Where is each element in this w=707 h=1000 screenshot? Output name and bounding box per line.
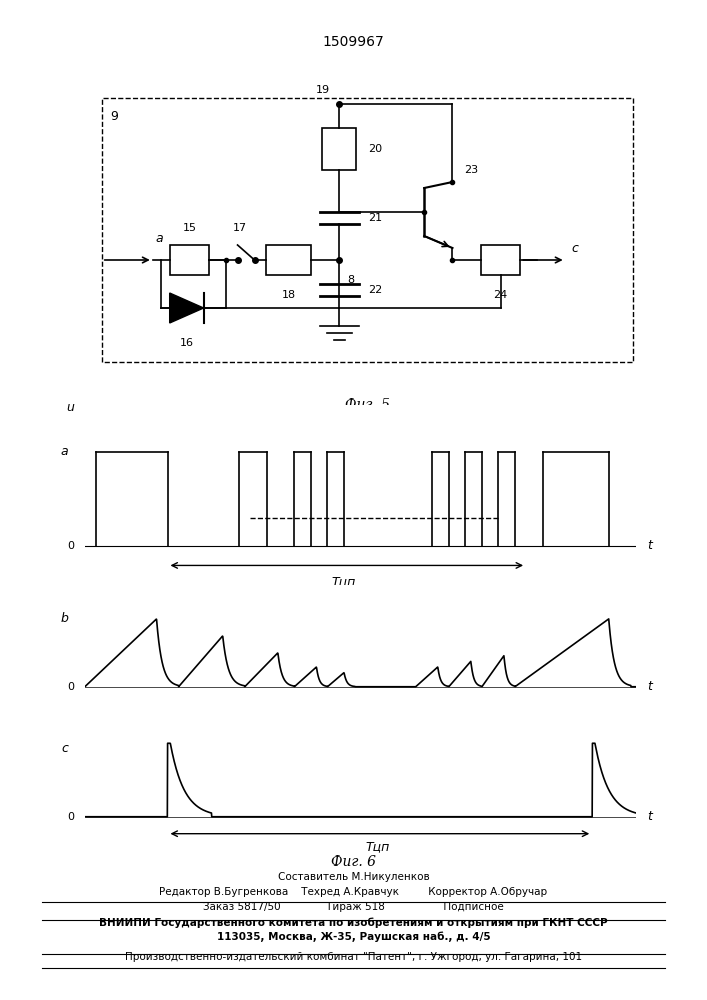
Text: u: u (66, 401, 74, 414)
Text: c: c (62, 742, 69, 755)
Bar (170, 245, 209, 275)
Text: 0: 0 (66, 812, 74, 822)
Text: t: t (648, 810, 652, 823)
Text: 0: 0 (66, 541, 74, 551)
Text: 24: 24 (493, 290, 508, 300)
Bar (322, 128, 356, 170)
Text: t: t (648, 539, 652, 552)
Text: Фиг. 5: Фиг. 5 (345, 398, 390, 412)
Text: ВНИИПИ Государственного комитета по изобретениям и открытиям при ГКНТ СССР: ВНИИПИ Государственного комитета по изоб… (99, 918, 608, 928)
Text: 17: 17 (233, 223, 247, 233)
Text: Редактор В.Бугренкова    Техред А.Кравчук         Корректор А.Обручар: Редактор В.Бугренкова Техред А.Кравчук К… (160, 887, 547, 897)
Text: b: b (60, 612, 69, 625)
Text: 1509967: 1509967 (322, 35, 385, 49)
Text: Тцп: Тцп (365, 840, 390, 853)
Text: 9: 9 (110, 110, 118, 123)
Text: 18: 18 (281, 290, 296, 300)
Bar (266, 245, 311, 275)
Text: 22: 22 (368, 285, 382, 295)
Text: Тцп: Тцп (332, 576, 356, 589)
Text: a: a (156, 232, 163, 245)
Text: 0: 0 (66, 682, 74, 692)
Text: 16: 16 (180, 338, 194, 348)
Text: 113035, Москва, Ж-35, Раушская наб., д. 4/5: 113035, Москва, Ж-35, Раушская наб., д. … (216, 932, 491, 942)
Text: Производственно-издательский комбинат "Патент", г. Ужгород, ул. Гагарина, 101: Производственно-издательский комбинат "П… (125, 952, 582, 962)
Text: 15: 15 (182, 223, 197, 233)
Bar (481, 245, 520, 275)
Text: Заказ 5817/50              Тираж 518                  Подписное: Заказ 5817/50 Тираж 518 Подписное (203, 902, 504, 912)
Text: Составитель М.Никуленков: Составитель М.Никуленков (278, 872, 429, 882)
Text: c: c (571, 241, 578, 254)
Text: 23: 23 (464, 165, 478, 175)
Polygon shape (170, 293, 204, 323)
Text: 21: 21 (368, 213, 382, 223)
Text: t: t (648, 680, 652, 693)
Text: 19: 19 (315, 85, 329, 95)
Text: 20: 20 (368, 144, 382, 154)
Text: 8: 8 (347, 275, 354, 285)
Text: a: a (61, 445, 69, 458)
Text: Фиг. 6: Фиг. 6 (331, 855, 376, 869)
